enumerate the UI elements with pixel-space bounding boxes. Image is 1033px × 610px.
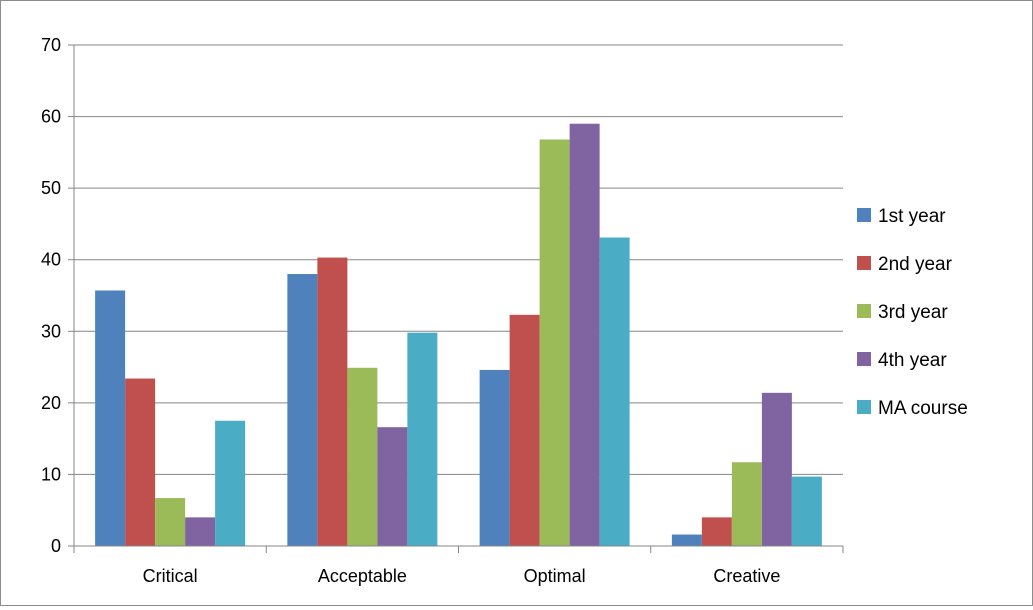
legend-swatch: [857, 208, 871, 222]
legend-swatch: [857, 400, 871, 414]
y-tick-label: 70: [41, 35, 61, 55]
bar-2nd-year-critical: [125, 378, 156, 546]
legend-label: 3rd year: [878, 302, 948, 323]
legend-item-1st-year: 1st year: [857, 206, 946, 227]
bars: [95, 123, 822, 546]
bar-3rd-year-creative: [731, 462, 762, 546]
y-tick-label: 50: [41, 178, 61, 198]
x-tick-label-acceptable: Acceptable: [318, 566, 407, 586]
legend-label: 1st year: [878, 206, 946, 227]
bar-2nd-year-acceptable: [317, 257, 348, 546]
bar-4th-year-acceptable: [377, 427, 408, 546]
bar-2nd-year-creative: [701, 517, 732, 546]
y-tick-label: 60: [41, 107, 61, 127]
bar-4th-year-optimal: [569, 123, 600, 546]
bar-4th-year-critical: [185, 517, 216, 546]
bar-3rd-year-critical: [155, 498, 186, 546]
bar-ma-course-optimal: [599, 237, 630, 546]
y-tick-label: 30: [41, 321, 61, 341]
y-tick-label: 0: [51, 536, 61, 556]
bar-4th-year-creative: [761, 392, 792, 546]
x-tick-label-creative: Creative: [713, 566, 780, 586]
legend-label: 2nd year: [878, 254, 953, 275]
y-tick-label: 20: [41, 393, 61, 413]
bar-3rd-year-optimal: [539, 139, 570, 546]
bar-1st-year-acceptable: [287, 274, 318, 546]
legend-swatch: [857, 304, 871, 318]
bar-ma-course-creative: [791, 476, 822, 546]
bar-2nd-year-optimal: [509, 314, 540, 546]
legend-label: MA course: [878, 398, 968, 419]
legend-swatch: [857, 352, 871, 366]
legend-swatch: [857, 256, 871, 270]
legend: 1st year 2nd year 3rd year 4th year MA cours…: [857, 206, 968, 419]
bar-1st-year-optimal: [479, 369, 510, 546]
legend-item-3rd-year: 3rd year: [857, 302, 948, 323]
legend-item-ma-course: MA course: [857, 398, 968, 419]
x-tick-label-optimal: Optimal: [524, 566, 586, 586]
y-axis-tick-labels: 0 10 20 30 40 50 60 70: [41, 35, 61, 556]
bar-1st-year-critical: [95, 290, 126, 546]
axes: [68, 44, 844, 553]
legend-item-2nd-year: 2nd year: [857, 254, 953, 275]
y-tick-label: 10: [41, 464, 61, 484]
legend-label: 4th year: [878, 350, 947, 371]
bar-3rd-year-acceptable: [347, 367, 378, 546]
x-tick-label-critical: Critical: [143, 566, 198, 586]
x-axis-tick-labels: Critical Acceptable Optimal Creative: [143, 566, 781, 586]
y-tick-label: 40: [41, 250, 61, 270]
gridlines: [74, 44, 843, 475]
bar-1st-year-creative: [671, 534, 702, 546]
legend-item-4th-year: 4th year: [857, 350, 947, 371]
bar-ma-course-acceptable: [407, 332, 438, 546]
bar-ma-course-critical: [215, 420, 246, 546]
